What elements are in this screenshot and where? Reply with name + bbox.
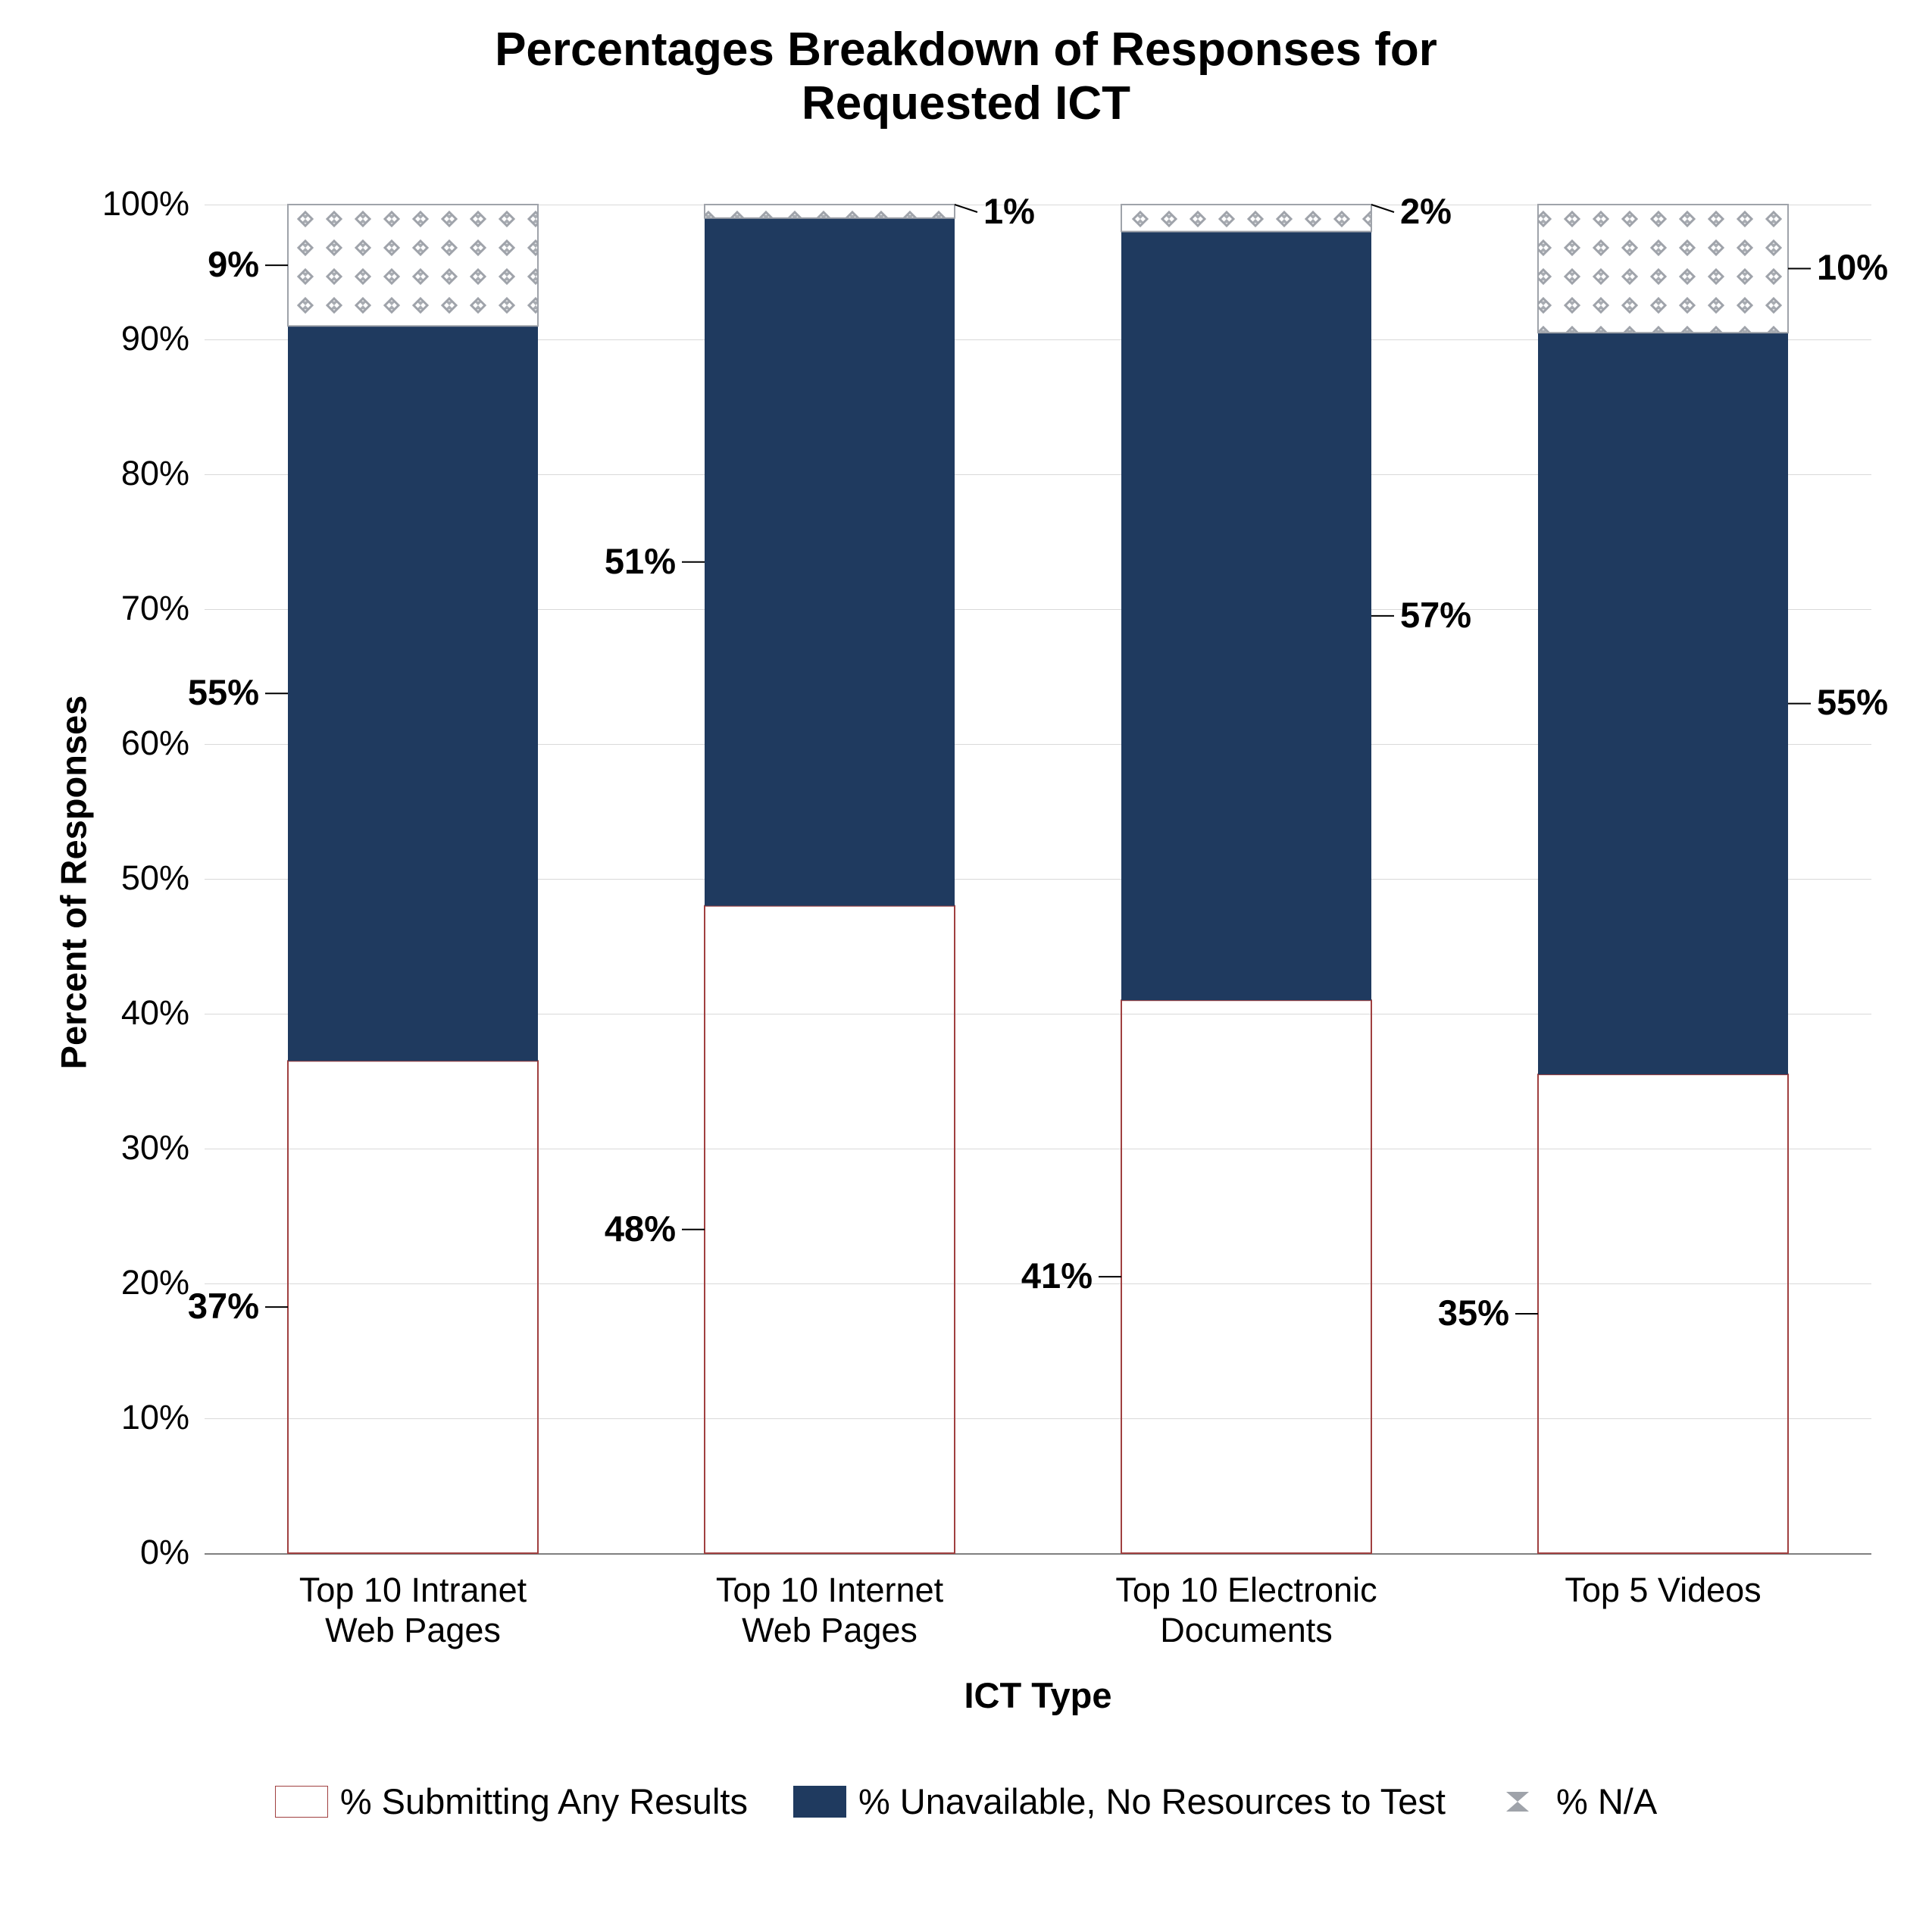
bar-segment-unavailable (705, 218, 955, 906)
y-tick-label: 50% (83, 858, 189, 898)
data-label: 2% (1400, 190, 1452, 232)
legend-label: % N/A (1556, 1780, 1657, 1822)
y-tick-label: 100% (83, 184, 189, 224)
legend-swatch (275, 1786, 328, 1818)
data-label: 55% (188, 671, 259, 713)
data-label: 48% (605, 1208, 676, 1249)
data-label: 10% (1817, 246, 1888, 288)
legend-label: % Unavailable, No Resources to Test (858, 1780, 1446, 1822)
x-category-label: Top 10 ElectronicDocuments (1038, 1570, 1455, 1650)
x-category-label: Top 10 InternetWeb Pages (621, 1570, 1038, 1650)
bar-segment-submitting (1121, 1000, 1371, 1553)
y-tick-label: 80% (83, 454, 189, 493)
bar-segment-submitting (1538, 1074, 1788, 1553)
legend: % Submitting Any Results % Unavailable, N… (0, 1780, 1932, 1822)
legend-item: % N/A (1491, 1780, 1657, 1822)
bar-segment-unavailable (1121, 232, 1371, 1001)
data-label: 9% (208, 243, 259, 285)
y-tick-label: 20% (83, 1263, 189, 1302)
legend-item: % Submitting Any Results (275, 1780, 748, 1822)
y-tick-label: 30% (83, 1128, 189, 1168)
x-axis-title: ICT Type (205, 1674, 1871, 1716)
data-label: 55% (1817, 681, 1888, 723)
legend-item: % Unavailable, No Resources to Test (793, 1780, 1446, 1822)
leader-line (1371, 205, 1394, 212)
data-label: 41% (1021, 1255, 1093, 1296)
bar-segment-submitting (288, 1061, 538, 1553)
bar-segment-na (288, 205, 538, 326)
legend-label: % Submitting Any Results (340, 1780, 748, 1822)
chart-title: Percentages Breakdown of Responses forRe… (0, 23, 1932, 131)
legend-swatch (1491, 1786, 1544, 1818)
data-label: 51% (605, 540, 676, 582)
x-category-label: Top 5 Videos (1455, 1570, 1871, 1610)
chart-container: { "title": "Percentages Breakdown of Res… (0, 0, 1932, 1932)
y-tick-label: 90% (83, 319, 189, 358)
y-tick-label: 0% (83, 1533, 189, 1572)
y-tick-label: 70% (83, 589, 189, 628)
bar-segment-na (1121, 205, 1371, 232)
data-label: 57% (1400, 594, 1471, 636)
bar-segment-unavailable (288, 326, 538, 1061)
data-label: 1% (983, 190, 1035, 232)
legend-swatch (793, 1786, 846, 1818)
x-category-label: Top 10 IntranetWeb Pages (205, 1570, 621, 1650)
bar-segment-na (705, 205, 955, 218)
data-label: 35% (1438, 1292, 1509, 1333)
data-label: 37% (188, 1285, 259, 1327)
bar-segment-unavailable (1538, 333, 1788, 1074)
bar-segment-na (1538, 205, 1788, 333)
y-tick-label: 40% (83, 993, 189, 1033)
leader-line (955, 205, 977, 212)
y-tick-label: 60% (83, 724, 189, 763)
plot-area: 37%55%9%48%51%1%41%57%2%35%55%10% (205, 205, 1871, 1553)
y-tick-label: 10% (83, 1398, 189, 1437)
bar-segment-submitting (705, 906, 955, 1553)
